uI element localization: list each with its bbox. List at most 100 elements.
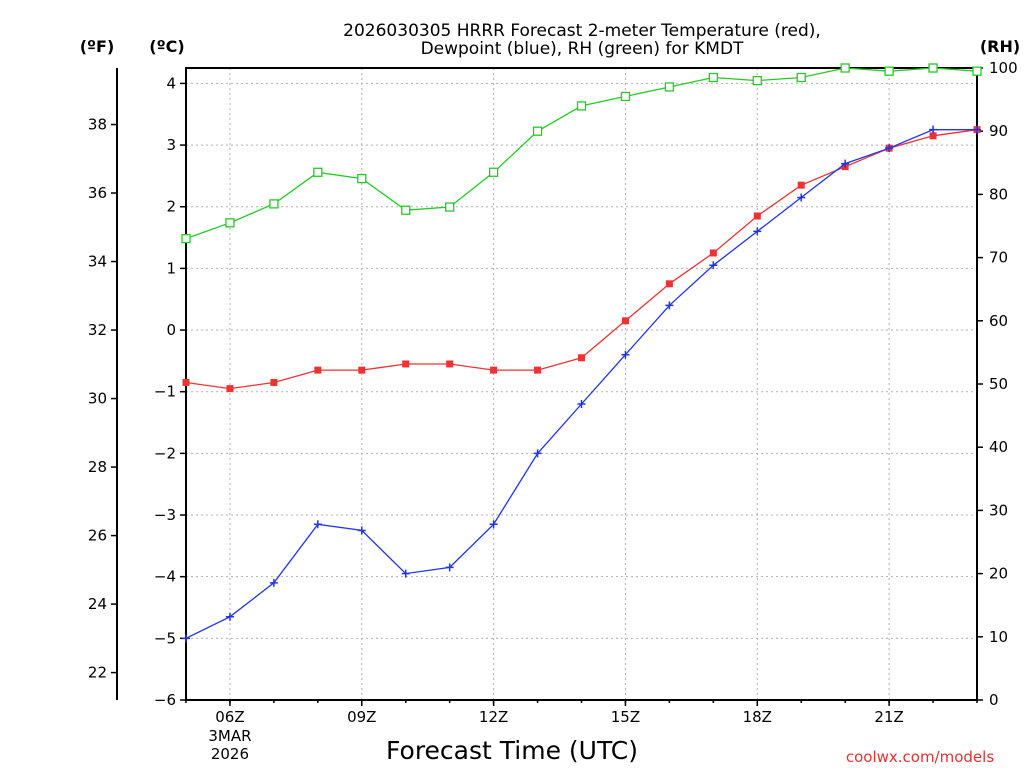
data-point-marker [313,167,323,177]
data-series [181,63,982,643]
data-point-marker [358,366,366,374]
data-point-marker [797,193,806,202]
data-point-marker [578,354,585,362]
series-line [185,129,977,639]
data-point-marker [577,400,586,409]
data-point-marker [797,181,805,189]
x-axis-title: Forecast Time (UTC) [386,736,638,765]
celsius-tick-label: 0 [166,321,176,339]
data-point-marker [182,378,190,386]
data-point-marker [621,317,629,325]
celsius-tick-label: −3 [154,506,176,524]
x-tick-label: 21Z [874,708,903,726]
x-tick-label: 09Z [347,708,376,726]
celsius-tick-label: −2 [154,444,176,462]
rh-tick-label: 40 [989,438,1008,456]
data-point-marker [709,249,717,257]
chart-title: 2026030305 HRRR Forecast 2-meter Tempera… [343,21,821,41]
data-point-marker [357,526,366,535]
data-point-marker [445,202,455,212]
celsius-tick-label: −5 [154,629,176,647]
data-point-marker [753,227,762,236]
data-point-marker [665,280,673,288]
x-tick-label: 15Z [611,708,640,726]
celsius-tick-label: 4 [166,74,176,92]
fahrenheit-tick-label: 34 [88,253,107,271]
series-line [185,129,978,390]
fahrenheit-tick-label: 22 [88,664,107,682]
fahrenheit-tick-label: 28 [88,458,107,476]
celsius-unit-label: (ºC) [149,37,184,56]
rh-tick-label: 60 [989,312,1008,330]
data-point-marker [489,520,498,529]
grid-lines [186,68,977,700]
data-point-marker [884,66,894,76]
data-point-marker [226,385,234,393]
fahrenheit-tick-label: 30 [88,390,107,408]
x-tick-label: 18Z [743,708,772,726]
data-point-marker [840,63,850,73]
x-date-label-year: 2026 [211,745,249,763]
data-point-marker [621,350,630,359]
data-point-marker [402,360,410,368]
data-point-marker [885,144,894,153]
celsius-tick-label: −4 [154,568,176,586]
x-date-label-month: 3MAR [208,727,251,745]
chart-title-line2: Dewpoint (blue), RH (green) for KMDT [421,39,744,59]
data-point-marker [532,126,543,136]
fahrenheit-tick-label: 36 [88,184,107,202]
data-point-marker [929,132,937,140]
data-point-marker [708,72,718,83]
data-point-marker [576,101,587,111]
data-point-marker [401,569,410,578]
data-point-marker [664,82,675,92]
fahrenheit-unit-label: (ºF) [80,37,115,56]
rh-tick-label: 20 [989,565,1008,583]
axes: −6−5−4−3−2−10123422242628303234363801020… [88,59,1018,763]
data-point-marker [401,205,411,215]
rh-tick-label: 0 [989,691,999,709]
data-point-marker [270,378,278,386]
rh-tick-label: 90 [989,122,1008,140]
series-line [185,67,978,240]
series-dewpoint [182,125,981,643]
data-point-marker [972,66,982,76]
data-point-marker [973,125,981,134]
data-point-marker [488,167,499,177]
data-point-marker [182,634,190,643]
plot-frame [185,67,978,701]
celsius-tick-label: −6 [154,691,176,709]
data-point-marker [181,233,191,244]
data-point-marker [752,75,762,86]
celsius-tick-label: 2 [166,198,176,216]
series-relative-humidity [181,63,982,244]
data-point-marker [929,125,938,134]
data-point-marker [269,578,278,587]
fahrenheit-tick-label: 38 [88,116,107,134]
data-point-marker [445,563,454,572]
data-point-marker [225,612,234,621]
data-point-marker [665,301,674,310]
data-point-marker [225,218,235,228]
rh-tick-label: 10 [989,628,1008,646]
rh-tick-label: 30 [989,501,1008,519]
data-point-marker [753,212,761,220]
fahrenheit-tick-label: 32 [88,321,107,339]
rh-tick-label: 80 [989,185,1008,203]
rh-tick-label: 100 [989,59,1018,77]
data-point-marker [928,63,938,73]
credit-label: coolwx.com/models [846,748,994,766]
celsius-tick-label: 3 [166,136,176,154]
data-point-marker [490,366,498,374]
x-tick-label: 06Z [215,708,244,726]
rh-tick-label: 50 [989,375,1008,393]
series-2-meter-temperature [182,126,981,393]
celsius-tick-label: 1 [166,259,176,277]
data-point-marker [313,520,322,529]
rh-tick-label: 70 [989,249,1008,267]
fahrenheit-tick-label: 26 [88,527,107,545]
data-point-marker [533,449,542,458]
data-point-marker [841,159,850,168]
celsius-tick-label: −1 [154,383,176,401]
